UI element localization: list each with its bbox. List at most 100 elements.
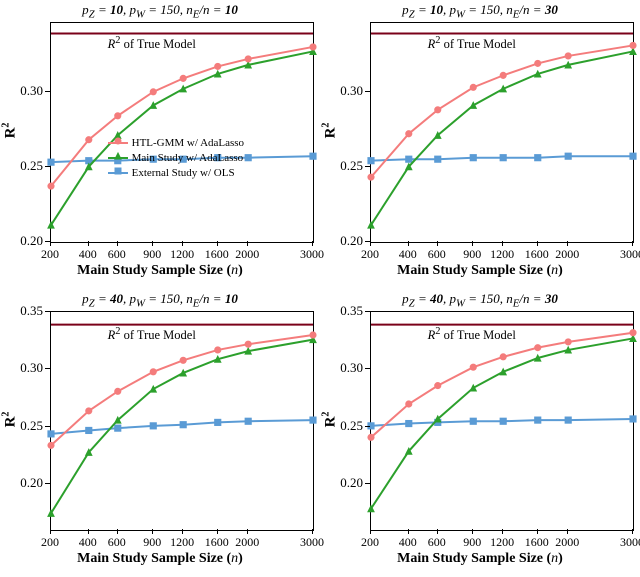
x-tick-label: 1600 <box>205 535 229 550</box>
y-tick-mark <box>45 91 50 92</box>
y-tick-mark <box>45 166 50 167</box>
x-tick-mark <box>312 529 313 534</box>
x-tick-label: 400 <box>399 535 417 550</box>
true-model-label: R2 of True Model <box>428 35 516 52</box>
x-tick-label: 600 <box>108 247 126 262</box>
x-tick-mark <box>472 241 473 246</box>
x-tick-mark <box>182 241 183 246</box>
y-tick-mark <box>365 483 370 484</box>
x-axis-label: Main Study Sample Size (n) <box>0 263 320 279</box>
x-tick-mark <box>370 241 371 246</box>
x-tick-label: 900 <box>463 247 481 262</box>
legend-item: Main Study w/ AdaLasso <box>108 151 244 165</box>
circle-icon <box>113 136 123 150</box>
y-axis-label: R2 <box>321 409 340 429</box>
plot-area <box>50 311 314 532</box>
figure-grid: pZ = 10, pW = 150, nE/n = 10 R2 Main Study… <box>0 0 640 577</box>
legend: HTL-GMM w/ AdaLassoMain Study w/ AdaLass… <box>108 136 244 181</box>
y-axis-label: R2 <box>1 121 20 141</box>
x-tick-label: 600 <box>428 247 446 262</box>
x-tick-mark <box>50 529 51 534</box>
x-tick-label: 200 <box>361 535 379 550</box>
x-tick-mark <box>567 241 568 246</box>
x-tick-mark <box>88 529 89 534</box>
x-tick-label: 200 <box>41 247 59 262</box>
x-tick-mark <box>632 241 633 246</box>
plot-area <box>50 22 314 243</box>
x-tick-mark <box>247 241 248 246</box>
x-tick-mark <box>117 529 118 534</box>
y-axis-label: R2 <box>1 409 20 429</box>
plot-svg <box>371 23 633 242</box>
x-tick-mark <box>502 241 503 246</box>
panel-title: pZ = 10, pW = 150, nE/n = 30 <box>320 2 640 21</box>
x-tick-mark <box>50 241 51 246</box>
true-model-label: R2 of True Model <box>428 326 516 343</box>
y-tick-label: 0.25 <box>20 158 43 174</box>
x-tick-label: 1200 <box>170 535 194 550</box>
x-axis-label: Main Study Sample Size (n) <box>320 551 640 567</box>
y-tick-label: 0.20 <box>20 233 43 249</box>
x-tick-mark <box>88 241 89 246</box>
plot-svg <box>51 312 313 531</box>
x-tick-mark <box>502 529 503 534</box>
x-tick-label: 2000 <box>235 247 259 262</box>
plot-svg <box>51 23 313 242</box>
x-tick-mark <box>117 241 118 246</box>
x-tick-label: 2000 <box>555 535 579 550</box>
panel-2: pZ = 40, pW = 150, nE/n = 10 R2 Main Study… <box>0 289 320 577</box>
legend-label: HTL-GMM w/ AdaLasso <box>132 136 244 150</box>
y-tick-mark <box>365 426 370 427</box>
x-tick-label: 600 <box>428 535 446 550</box>
x-tick-mark <box>152 241 153 246</box>
triangle-icon <box>113 151 123 165</box>
x-tick-label: 900 <box>143 535 161 550</box>
x-tick-label: 900 <box>463 535 481 550</box>
x-tick-label: 400 <box>399 247 417 262</box>
legend-item: External Study w/ OLS <box>108 166 244 180</box>
y-tick-label: 0.20 <box>340 475 363 491</box>
y-tick-label: 0.25 <box>340 418 363 434</box>
x-tick-label: 1600 <box>205 247 229 262</box>
x-tick-label: 1600 <box>525 247 549 262</box>
x-tick-label: 1200 <box>170 247 194 262</box>
true-model-label: R2 of True Model <box>108 326 196 343</box>
x-tick-label: 200 <box>361 247 379 262</box>
x-axis-label: Main Study Sample Size (n) <box>0 551 320 567</box>
y-tick-mark <box>365 91 370 92</box>
panel-1: pZ = 10, pW = 150, nE/n = 30R2Main Study… <box>320 0 640 289</box>
x-tick-mark <box>537 241 538 246</box>
x-tick-label: 1200 <box>490 535 514 550</box>
panel-title: pZ = 40, pW = 150, nE/n = 10 <box>0 291 320 310</box>
plot-svg <box>371 312 633 531</box>
legend-swatch <box>108 167 128 179</box>
x-tick-mark <box>217 241 218 246</box>
plot-area <box>370 311 634 532</box>
panel-3: pZ = 40, pW = 150, nE/n = 30 R2 Main Study… <box>320 289 640 577</box>
x-tick-mark <box>217 529 218 534</box>
true-model-label: R2 of True Model <box>108 35 196 52</box>
y-tick-label: 0.20 <box>20 475 43 491</box>
x-tick-label: 3000 <box>620 535 640 550</box>
panel-0: pZ = 10, pW = 150, nE/n = 10 R2 Main Study… <box>0 0 320 289</box>
x-tick-mark <box>472 529 473 534</box>
y-tick-mark <box>45 311 50 312</box>
y-tick-label: 0.30 <box>20 83 43 99</box>
y-tick-mark <box>365 311 370 312</box>
y-tick-label: 0.20 <box>340 233 363 249</box>
x-tick-mark <box>247 529 248 534</box>
panel-title: pZ = 40, pW = 150, nE/n = 30 <box>320 291 640 310</box>
y-tick-label: 0.35 <box>340 303 363 319</box>
x-tick-label: 200 <box>41 535 59 550</box>
y-tick-label: 0.30 <box>20 360 43 376</box>
x-tick-label: 900 <box>143 247 161 262</box>
x-tick-mark <box>437 241 438 246</box>
x-tick-mark <box>437 529 438 534</box>
y-tick-mark <box>365 368 370 369</box>
panel-title: pZ = 10, pW = 150, nE/n = 10 <box>0 2 320 21</box>
legend-label: External Study w/ OLS <box>132 166 235 180</box>
legend-swatch <box>108 152 128 164</box>
square-icon <box>113 166 123 180</box>
x-tick-label: 3000 <box>620 247 640 262</box>
x-tick-mark <box>152 529 153 534</box>
